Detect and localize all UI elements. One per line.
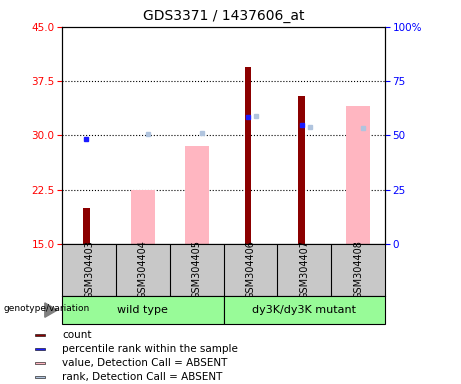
Bar bbox=[298, 96, 305, 244]
Polygon shape bbox=[45, 303, 57, 317]
Text: dy3K/dy3K mutant: dy3K/dy3K mutant bbox=[252, 305, 356, 315]
Text: genotype/variation: genotype/variation bbox=[3, 304, 89, 313]
Text: rank, Detection Call = ABSENT: rank, Detection Call = ABSENT bbox=[63, 372, 223, 382]
Text: GSM304403: GSM304403 bbox=[84, 240, 94, 299]
Bar bbox=[62, 296, 224, 324]
Text: count: count bbox=[63, 330, 92, 340]
Bar bbox=[224, 296, 385, 324]
Bar bbox=[35, 362, 46, 364]
Text: GSM304408: GSM304408 bbox=[353, 240, 363, 299]
Text: GSM304406: GSM304406 bbox=[245, 240, 255, 299]
Bar bbox=[244, 67, 251, 244]
Bar bbox=[35, 376, 46, 378]
Bar bbox=[346, 106, 370, 244]
Text: wild type: wild type bbox=[118, 305, 168, 315]
Bar bbox=[83, 208, 89, 244]
Title: GDS3371 / 1437606_at: GDS3371 / 1437606_at bbox=[143, 9, 304, 23]
Text: GSM304405: GSM304405 bbox=[192, 240, 202, 299]
Bar bbox=[35, 348, 46, 350]
Bar bbox=[35, 334, 46, 336]
Text: value, Detection Call = ABSENT: value, Detection Call = ABSENT bbox=[63, 358, 228, 368]
Text: GSM304404: GSM304404 bbox=[138, 240, 148, 299]
Bar bbox=[131, 190, 155, 244]
Bar bbox=[184, 146, 209, 244]
Text: GSM304407: GSM304407 bbox=[299, 240, 309, 299]
Text: percentile rank within the sample: percentile rank within the sample bbox=[63, 344, 238, 354]
